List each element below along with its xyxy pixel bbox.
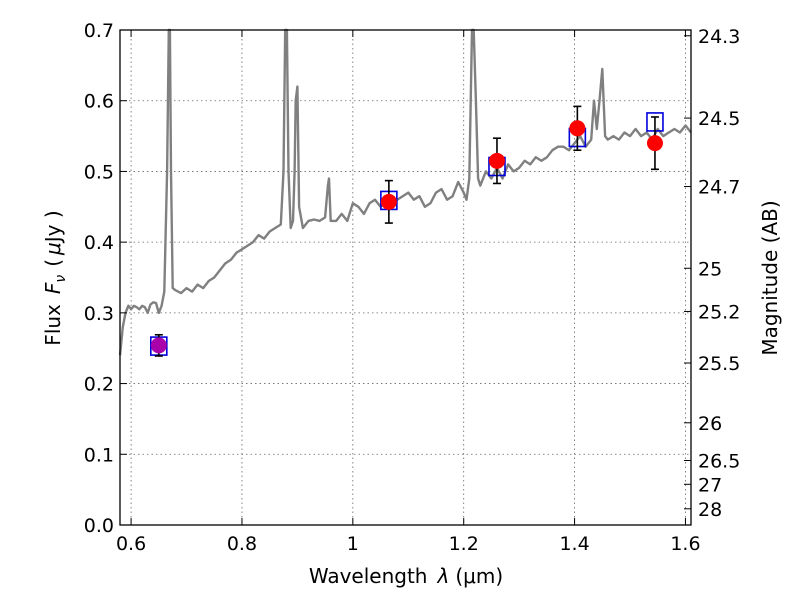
magnitude-tick-label: 24.5 xyxy=(698,108,740,130)
y-tick-label: 0.7 xyxy=(84,20,114,42)
x-tick-label: 0.8 xyxy=(227,533,257,555)
y-tick-label: 0.5 xyxy=(84,161,114,183)
y-tick-label: 0.6 xyxy=(84,91,114,113)
x-tick-label: 0.6 xyxy=(116,533,146,555)
y-axis-ticks: 0.0 0.1 0.2 0.3 0.4 0.5 0.6 0.7 xyxy=(84,20,127,537)
observed-flux-point xyxy=(488,152,505,169)
observed-flux-point xyxy=(380,193,397,210)
magnitude-tick-label: 26.5 xyxy=(698,451,740,473)
magnitude-tick-label: 28 xyxy=(698,499,722,521)
y-axis-label: FluxFν(μJy ) xyxy=(41,210,69,345)
magnitude-axis-label: Magnitude (AB) xyxy=(758,200,782,355)
x-axis-ticks: 0.6 0.8 1 1.2 1.4 1.6 xyxy=(116,30,701,555)
observed-flux-point xyxy=(569,120,586,137)
x-tick-label: 1.2 xyxy=(449,533,479,555)
magnitude-tick-label: 24.3 xyxy=(698,26,740,48)
y-tick-label: 0.0 xyxy=(84,515,114,537)
y-tick-label: 0.2 xyxy=(84,374,114,396)
magnitude-axis-ticks: 24.3 24.5 24.7 25 25.2 25.5 26 26.527 28 xyxy=(684,26,740,521)
model-spectrum xyxy=(118,28,692,356)
x-axis-label: Wavelength λ (μm) xyxy=(309,564,503,588)
magnitude-tick-label: 26 xyxy=(698,413,722,435)
plot-frame xyxy=(119,29,692,526)
magnitude-tick-label: 27 xyxy=(698,474,722,496)
model-spectrum-line xyxy=(118,28,692,356)
magnitude-tick-label: 24.7 xyxy=(698,177,740,199)
magnitude-tick-label: 25.2 xyxy=(698,301,740,323)
y-tick-label: 0.4 xyxy=(84,232,114,254)
x-tick-label: 1 xyxy=(347,533,359,555)
y-tick-label: 0.3 xyxy=(84,303,114,325)
magnitude-tick-label: 25.5 xyxy=(698,353,740,375)
observed-flux-point xyxy=(646,135,663,152)
photometry-points xyxy=(150,105,664,357)
observed-flux-point xyxy=(150,337,167,354)
magnitude-tick-label: 25 xyxy=(698,258,722,280)
x-tick-label: 1.6 xyxy=(670,533,700,555)
y-tick-label: 0.1 xyxy=(84,444,114,466)
grid-lines xyxy=(120,29,691,526)
x-tick-label: 1.4 xyxy=(559,533,589,555)
